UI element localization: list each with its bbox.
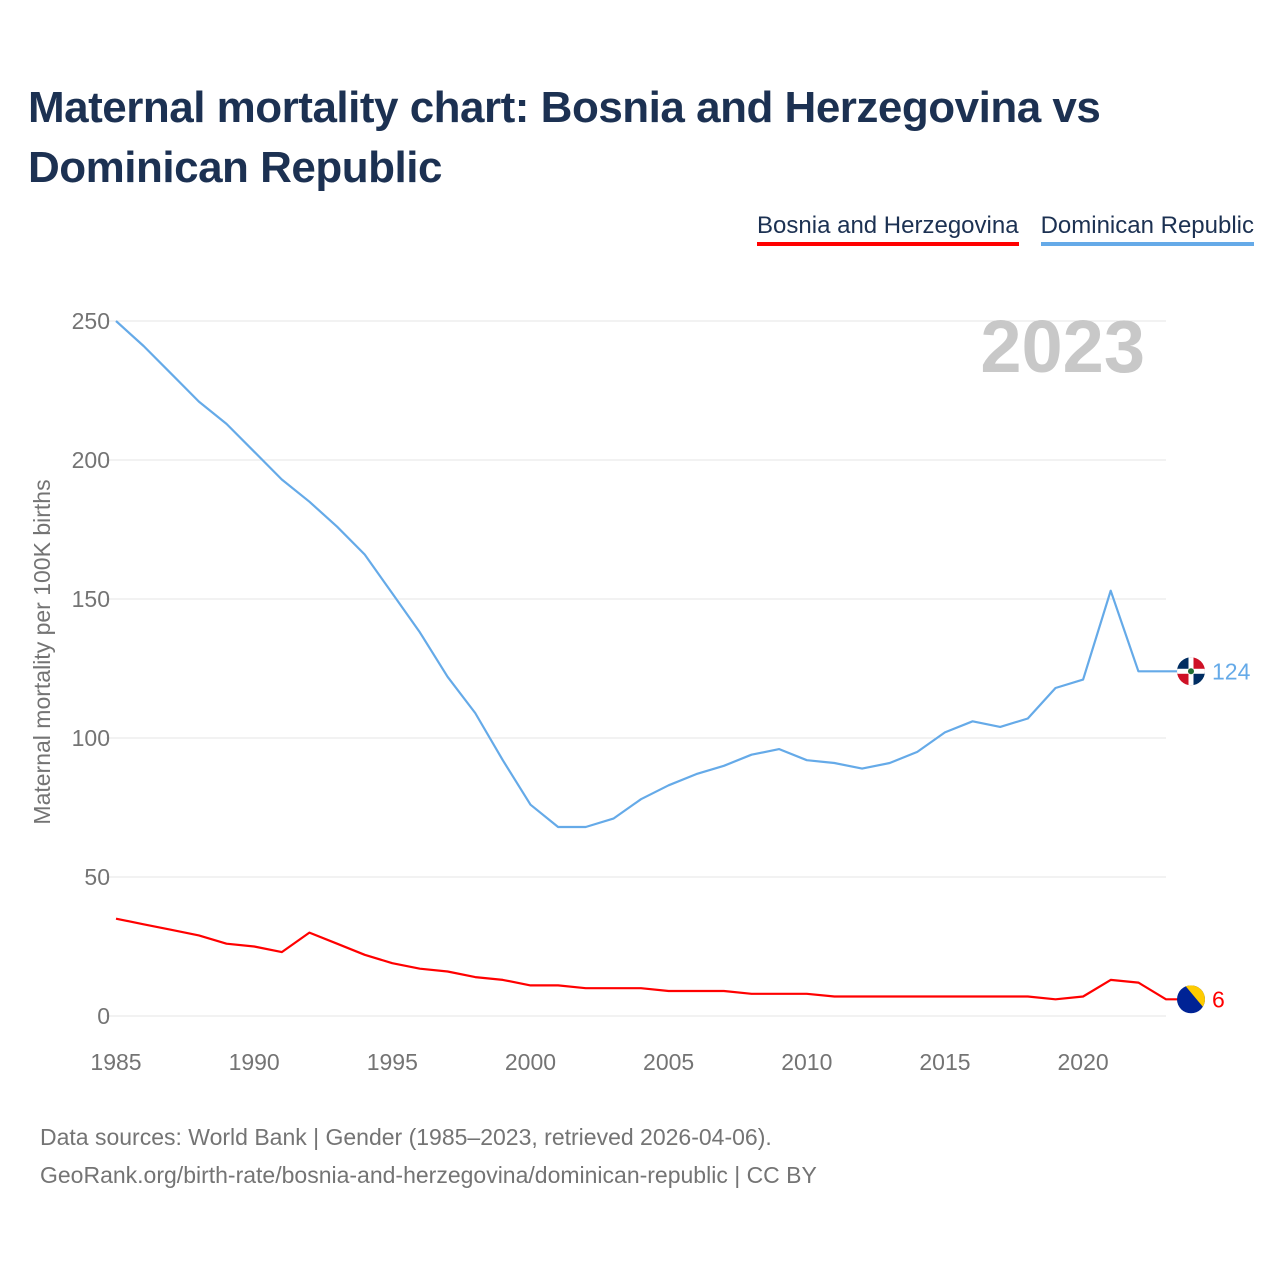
end-markers: 124 6 (1177, 657, 1251, 1014)
x-tick-label-2015: 2015 (919, 1049, 970, 1075)
chart-title: Maternal mortality chart: Bosnia and Her… (28, 83, 1101, 192)
dominican-republic-flag-icon (1177, 657, 1205, 686)
x-tick-label-2005: 2005 (643, 1049, 694, 1075)
series-lines (115, 320, 1191, 1001)
grid-lines (106, 320, 1166, 1017)
bosnia-and-herzegovina-flag-icon (1177, 985, 1205, 1014)
legend-item-dominican-republic[interactable]: Dominican Republic (1040, 212, 1254, 246)
series-line-bih[interactable] (115, 917, 1191, 1001)
source-note: Data sources: World Bank | Gender (1985–… (40, 1118, 817, 1194)
y-tick-label-50: 50 (84, 864, 110, 890)
series-line-dom[interactable] (115, 320, 1191, 829)
legend-item-bosnia-and-herzegovina[interactable]: Bosnia and Herzegovina (757, 212, 1019, 246)
x-tick-label-2020: 2020 (1058, 1049, 1109, 1075)
y-tick-label-250: 250 (72, 308, 110, 334)
y-tick-label-0: 0 (97, 1003, 110, 1029)
x-tick-label-2010: 2010 (781, 1049, 832, 1075)
source-line-2[interactable]: GeoRank.org/birth-rate/bosnia-and-herzeg… (40, 1162, 817, 1188)
x-tick-label-1985: 1985 (90, 1049, 141, 1075)
chart-legend: Bosnia and Herzegovina Dominican Republi… (757, 212, 1254, 246)
y-tick-label-150: 150 (72, 586, 110, 612)
year-watermark: 2023 (980, 305, 1145, 388)
x-tick-label-1995: 1995 (367, 1049, 418, 1075)
y-axis-label: Maternal mortality per 100K births (29, 479, 55, 824)
y-tick-label-100: 100 (72, 725, 110, 751)
y-tick-label-200: 200 (72, 447, 110, 473)
y-axis-ticks: 0 50 100 150 200 250 (72, 308, 110, 1029)
bosnia-and-herzegovina-end-value: 6 (1212, 986, 1225, 1012)
x-tick-label-1990: 1990 (229, 1049, 280, 1075)
x-tick-label-2000: 2000 (505, 1049, 556, 1075)
source-line-1: Data sources: World Bank | Gender (1985–… (40, 1124, 772, 1150)
line-chart: 2023 0 50 100 150 200 250 1985 1990 1995 2000 200… (29, 305, 1251, 1075)
dominican-republic-end-value: 124 (1212, 658, 1251, 684)
x-axis-ticks: 1985 1990 1995 2000 2005 2010 2015 2020 (90, 1049, 1108, 1075)
